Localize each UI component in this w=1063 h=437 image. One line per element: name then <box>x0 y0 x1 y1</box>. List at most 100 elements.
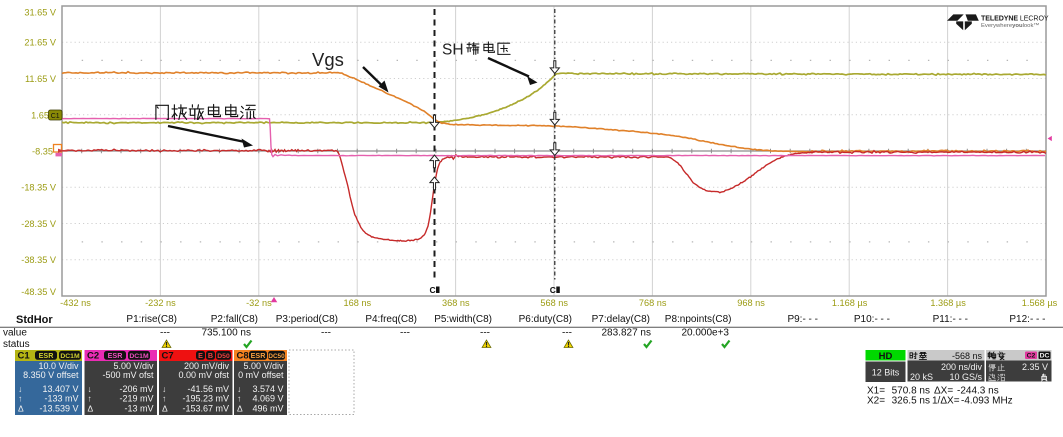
svg-text:D50: D50 <box>217 353 230 360</box>
svg-text:↑: ↑ <box>18 394 22 404</box>
svg-text:DC: DC <box>1040 353 1050 360</box>
svg-text:Δ: Δ <box>88 404 94 414</box>
svg-text:-195.23 mV: -195.23 mV <box>182 394 229 404</box>
svg-text:-38.35 V: -38.35 V <box>21 255 57 265</box>
svg-text:B: B <box>208 351 213 360</box>
svg-text:-232 ns: -232 ns <box>145 298 176 308</box>
svg-text:-500 mV ofst: -500 mV ofst <box>102 370 154 380</box>
svg-text:DC50: DC50 <box>268 353 285 360</box>
svg-text:C7: C7 <box>162 351 174 362</box>
svg-text:C: C <box>430 285 436 295</box>
svg-text:10.0 V/div: 10.0 V/div <box>38 361 79 371</box>
svg-text:C2: C2 <box>87 351 99 362</box>
svg-text:-13.539 V: -13.539 V <box>39 404 78 414</box>
svg-text:-568 ns: -568 ns <box>952 351 983 361</box>
svg-text:P6:duty(C8): P6:duty(C8) <box>519 314 572 325</box>
svg-text:P12:- - -: P12:- - - <box>1009 314 1045 325</box>
svg-text:C1: C1 <box>18 351 31 362</box>
svg-text:5.00 V/div: 5.00 V/div <box>243 361 284 371</box>
svg-text:Δ: Δ <box>162 404 168 414</box>
svg-text:1.168 µs: 1.168 µs <box>832 298 868 308</box>
svg-text:P10:- - -: P10:- - - <box>854 314 890 325</box>
svg-text:Δ: Δ <box>237 404 243 414</box>
svg-text:ESR: ESR <box>108 351 124 360</box>
svg-text:-432 ns: -432 ns <box>60 298 91 308</box>
svg-text:12 Bits: 12 Bits <box>872 368 900 378</box>
svg-text:---: --- <box>160 328 170 339</box>
svg-text:1.568 µs: 1.568 µs <box>1022 298 1058 308</box>
svg-text:31.65 V: 31.65 V <box>24 7 57 17</box>
svg-text:283.827 ns: 283.827 ns <box>602 328 652 339</box>
svg-text:-8.35: -8.35 <box>32 146 53 156</box>
svg-text:11.65 V: 11.65 V <box>25 74 57 84</box>
svg-text:0.00 mV ofst: 0.00 mV ofst <box>178 370 229 380</box>
svg-text:-206 mV: -206 mV <box>119 384 153 394</box>
svg-text:ESR: ESR <box>39 351 55 360</box>
svg-text:↑: ↑ <box>88 394 92 404</box>
svg-text:X1=: X1= <box>867 386 885 397</box>
svg-text:10 GS/s: 10 GS/s <box>949 372 982 382</box>
svg-text:-4.093 MHz: -4.093 MHz <box>961 396 1013 407</box>
svg-text:568 ns: 568 ns <box>540 298 568 308</box>
svg-text:↓: ↓ <box>237 384 241 394</box>
svg-text:326.5 ns: 326.5 ns <box>892 396 930 407</box>
svg-text:↓: ↓ <box>162 384 166 394</box>
svg-text:↓: ↓ <box>88 384 92 394</box>
svg-text:4.069 V: 4.069 V <box>252 394 283 404</box>
svg-text:P4:freq(C8): P4:freq(C8) <box>365 314 417 325</box>
svg-text:StdHor: StdHor <box>16 314 53 326</box>
svg-text:ΔX=: ΔX= <box>934 386 953 397</box>
svg-text:768 ns: 768 ns <box>639 298 667 308</box>
svg-text:-32 ns: -32 ns <box>246 298 272 308</box>
svg-text:C2: C2 <box>1027 353 1036 360</box>
svg-text:SH: SH <box>442 42 464 59</box>
svg-text:Δ: Δ <box>18 404 24 414</box>
svg-text:496 mV: 496 mV <box>252 404 283 414</box>
svg-text:C: C <box>550 285 556 295</box>
svg-text:Vgs: Vgs <box>312 49 344 70</box>
svg-text:-153.67 mV: -153.67 mV <box>182 404 229 414</box>
svg-text:20 kS: 20 kS <box>910 372 933 382</box>
svg-text:X2=: X2= <box>867 396 885 407</box>
svg-text:C8: C8 <box>237 351 249 362</box>
svg-text:---: --- <box>480 328 490 339</box>
svg-text:P5:width(C8): P5:width(C8) <box>434 314 492 325</box>
svg-text:P3:period(C8): P3:period(C8) <box>276 314 338 325</box>
svg-text:-13 mV: -13 mV <box>124 404 153 414</box>
svg-text:-133 mV: -133 mV <box>44 394 78 404</box>
svg-text:status: status <box>3 339 30 350</box>
svg-text:968 ns: 968 ns <box>737 298 765 308</box>
svg-text:HD: HD <box>879 351 893 362</box>
svg-text:P1:rise(C8): P1:rise(C8) <box>126 314 177 325</box>
svg-text:P7:delay(C8): P7:delay(C8) <box>592 314 650 325</box>
svg-text:---: --- <box>562 328 572 339</box>
svg-text:P8:npoints(C8): P8:npoints(C8) <box>665 314 732 325</box>
svg-text:735.100 ns: 735.100 ns <box>202 328 252 339</box>
svg-text:↑: ↑ <box>162 394 166 404</box>
svg-text:3.574 V: 3.574 V <box>252 384 283 394</box>
svg-text:2.35 V: 2.35 V <box>1022 362 1048 372</box>
svg-text:-41.56 mV: -41.56 mV <box>187 384 229 394</box>
svg-text:DC1M: DC1M <box>60 353 80 360</box>
svg-text:1/ΔX=: 1/ΔX= <box>932 396 960 407</box>
svg-text:-219 mV: -219 mV <box>119 394 153 404</box>
svg-text:-48.35 V: -48.35 V <box>21 287 57 297</box>
svg-text:TELEDYNE LECROY: TELEDYNE LECROY <box>981 14 1049 22</box>
svg-text:8.350 V offset: 8.350 V offset <box>23 370 79 380</box>
svg-text:value: value <box>3 328 27 339</box>
svg-text:5.00 V/div: 5.00 V/div <box>113 361 154 371</box>
svg-text:1.368 µs: 1.368 µs <box>930 298 966 308</box>
svg-text:---: --- <box>400 328 410 339</box>
svg-text:P2:fall(C8): P2:fall(C8) <box>211 314 258 325</box>
svg-text:21.65 V: 21.65 V <box>24 38 57 48</box>
svg-text:-28.35 V: -28.35 V <box>21 219 57 229</box>
svg-text:1.65: 1.65 <box>31 110 49 120</box>
svg-text:20.000e+3: 20.000e+3 <box>681 328 729 339</box>
svg-text:↑: ↑ <box>237 394 241 404</box>
svg-text:168 ns: 168 ns <box>344 298 372 308</box>
svg-text:200 ns/div: 200 ns/div <box>941 362 983 372</box>
svg-text:13.407 V: 13.407 V <box>42 384 78 394</box>
svg-text:Everywhereyoulook™: Everywhereyoulook™ <box>981 22 1039 29</box>
svg-text:200 mV/div: 200 mV/div <box>184 361 230 371</box>
svg-text:ESR: ESR <box>251 351 267 360</box>
